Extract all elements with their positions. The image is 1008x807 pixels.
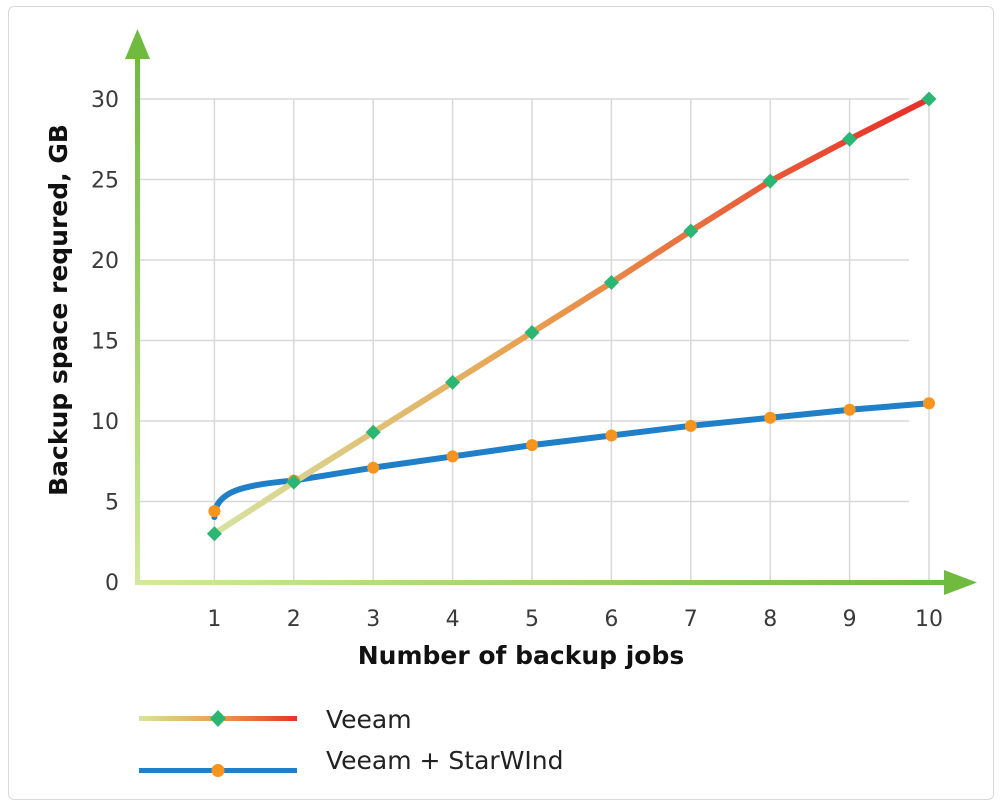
veeam-point-3 — [365, 424, 381, 440]
x-tick-9: 9 — [843, 607, 857, 632]
y-tick-15: 15 — [91, 330, 119, 355]
line-chart: 0 5 10 15 20 25 30 1 2 3 4 5 6 7 8 9 10 Number of backu… — [44, 29, 977, 777]
legend-starwind-marker — [211, 764, 225, 777]
x-tick-labels: 1 2 3 4 5 6 7 8 9 10 — [207, 607, 943, 632]
x-tick-10: 10 — [915, 607, 943, 632]
veeam-starwind-point-8 — [764, 411, 777, 424]
x-axis-line — [135, 580, 949, 585]
legend-veeam-label: Veeam — [326, 705, 412, 734]
veeam-point-7 — [683, 223, 699, 239]
y-tick-25: 25 — [91, 169, 119, 194]
legend-item-veeam: Veeam — [139, 705, 412, 734]
veeam-point-10 — [921, 91, 937, 107]
x-tick-5: 5 — [525, 607, 539, 632]
chart-frame: 0 5 10 15 20 25 30 1 2 3 4 5 6 7 8 9 10 Number of backu… — [8, 6, 994, 800]
y-tick-20: 20 — [91, 249, 119, 274]
y-tick-labels: 0 5 10 15 20 25 30 — [91, 88, 119, 596]
veeam-starwind-point-5 — [526, 439, 538, 452]
veeam-point-9 — [842, 131, 858, 147]
y-axis-arrow — [125, 29, 150, 59]
y-axis-title: Backup space requred, GB — [44, 124, 73, 496]
x-tick-1: 1 — [207, 607, 221, 632]
x-tick-8: 8 — [763, 607, 777, 632]
x-axis-title: Number of backup jobs — [358, 641, 685, 670]
series-layer — [206, 91, 937, 542]
veeam-starwind-point-7 — [684, 419, 697, 432]
veeam-point-1 — [206, 526, 222, 542]
veeam-starwind-point-6 — [605, 429, 618, 442]
x-tick-6: 6 — [604, 607, 618, 632]
series-veeam-line — [211, 96, 932, 537]
veeam-starwind-point-3 — [367, 461, 380, 474]
x-tick-2: 2 — [287, 607, 301, 632]
legend-veeam-marker — [210, 710, 226, 727]
veeam-point-2 — [286, 474, 302, 490]
legend-item-veeam-starwind: Veeam + StarWInd — [139, 746, 564, 777]
y-tick-0: 0 — [105, 571, 119, 596]
y-tick-5: 5 — [105, 491, 119, 516]
x-axis-arrow — [944, 570, 977, 595]
veeam-point-6 — [603, 275, 619, 291]
axes — [125, 29, 977, 595]
y-tick-10: 10 — [91, 410, 119, 435]
y-tick-30: 30 — [91, 88, 119, 113]
series-veeam-starwind-line — [211, 400, 932, 521]
legend-starwind-label: Veeam + StarWInd — [326, 746, 564, 775]
veeam-starwind-point-1 — [208, 505, 221, 518]
legend: Veeam Veeam + StarWInd — [139, 705, 564, 777]
veeam-starwind-point-4 — [446, 450, 459, 463]
x-tick-4: 4 — [446, 607, 460, 632]
x-tick-7: 7 — [684, 607, 698, 632]
veeam-starwind-point-9 — [843, 403, 856, 416]
y-axis-line — [135, 57, 140, 585]
veeam-point-5 — [524, 324, 540, 340]
veeam-point-8 — [762, 173, 778, 189]
veeam-point-4 — [445, 374, 461, 390]
grid-lines — [140, 98, 930, 582]
x-tick-3: 3 — [366, 607, 380, 632]
veeam-starwind-point-10 — [923, 397, 935, 410]
